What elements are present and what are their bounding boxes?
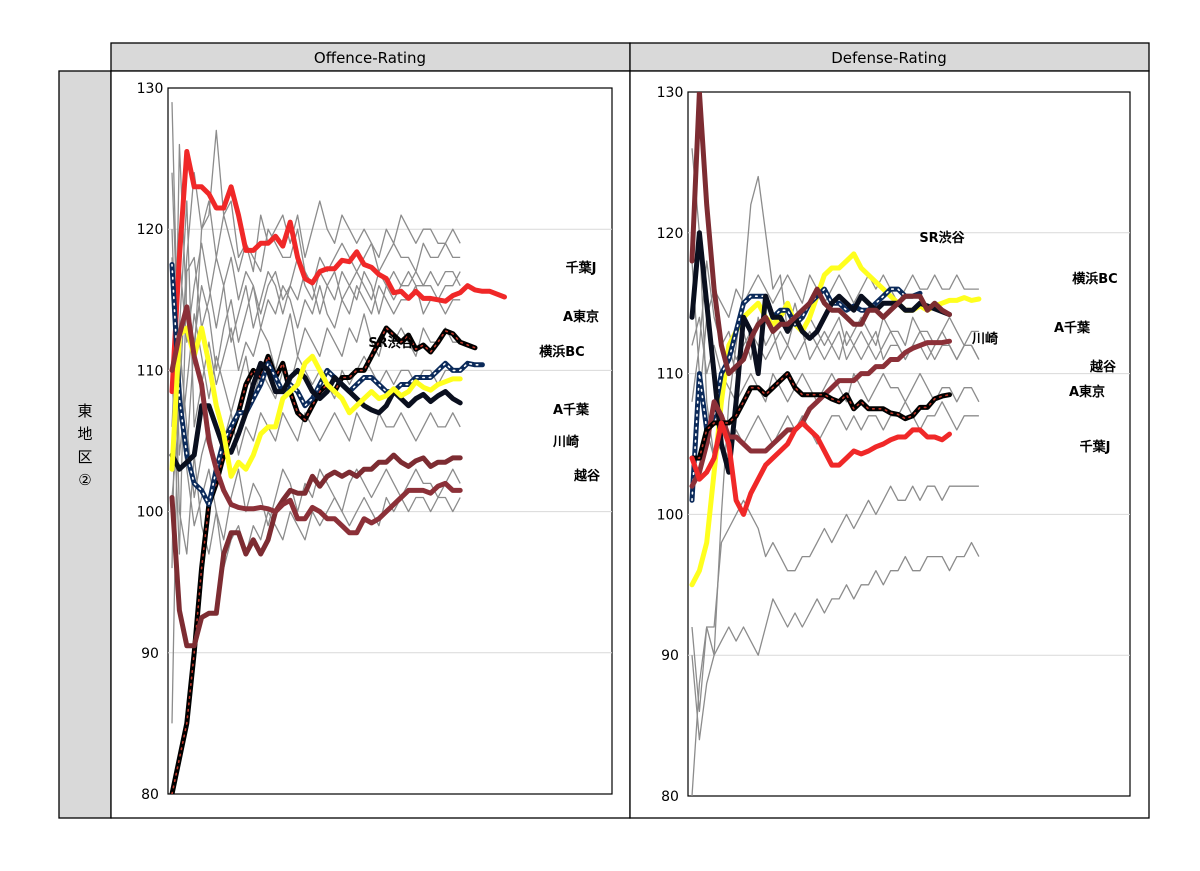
series-dotted-overlay bbox=[691, 287, 921, 502]
series-line bbox=[689, 92, 952, 377]
other-team-line bbox=[171, 242, 461, 427]
row-header-char-2: 地 bbox=[77, 425, 92, 443]
other-team-line bbox=[171, 229, 461, 456]
series-label: 越谷 bbox=[573, 468, 601, 484]
series-label: A東京 bbox=[1069, 384, 1105, 400]
y-tick-label: 130 bbox=[657, 85, 684, 101]
series-label: A千葉 bbox=[553, 402, 590, 418]
series-line bbox=[169, 452, 463, 649]
other-team-line bbox=[691, 316, 980, 403]
other-team-line bbox=[171, 257, 461, 569]
other-team-line bbox=[691, 274, 979, 487]
row-header-char-1: 東 bbox=[77, 402, 92, 420]
series-label: 越谷 bbox=[1089, 359, 1117, 375]
y-tick-label: 120 bbox=[137, 222, 164, 238]
defense-header-cell bbox=[629, 42, 1150, 72]
series-dotted-overlay bbox=[171, 326, 476, 794]
series-group bbox=[169, 102, 507, 794]
series-label: 千葉J bbox=[566, 260, 597, 276]
series-line bbox=[169, 304, 463, 536]
series-group bbox=[689, 92, 982, 796]
y-tick-label: 100 bbox=[137, 505, 164, 521]
series-label: 川崎 bbox=[552, 434, 579, 450]
series-line bbox=[169, 360, 463, 472]
series-label: A千葉 bbox=[1054, 320, 1091, 336]
plot-area bbox=[687, 91, 1131, 797]
offence-header-cell bbox=[110, 42, 631, 72]
y-tick-label: 80 bbox=[141, 787, 159, 803]
series-label: SR渋谷 bbox=[368, 335, 414, 351]
y-tick-label: 80 bbox=[661, 789, 679, 805]
series-line bbox=[689, 338, 952, 489]
row-header-char-4: ② bbox=[78, 471, 91, 489]
y-tick-label: 120 bbox=[657, 226, 684, 242]
row-header-char-3: 区 bbox=[77, 448, 92, 466]
y-tick-label: 100 bbox=[657, 507, 684, 523]
series-label: 横浜BC bbox=[1072, 271, 1117, 287]
defense-header-title: Defense-Rating bbox=[831, 49, 947, 67]
series-line bbox=[169, 149, 507, 395]
y-tick-label: 110 bbox=[137, 363, 164, 379]
other-team-line bbox=[171, 143, 461, 569]
series-dotted-overlay bbox=[691, 372, 951, 459]
series-line bbox=[169, 325, 463, 479]
offence-header-title: Offence-Rating bbox=[314, 49, 426, 67]
series-label: SR渋谷 bbox=[919, 230, 965, 246]
other-team-line bbox=[691, 260, 979, 459]
series-line bbox=[689, 420, 952, 517]
other-team-line bbox=[691, 541, 980, 741]
series-label: A東京 bbox=[563, 309, 599, 325]
series-label: 横浜BC bbox=[539, 344, 584, 360]
y-tick-label: 90 bbox=[141, 646, 159, 662]
y-tick-label: 110 bbox=[657, 367, 684, 383]
y-tick-label: 130 bbox=[137, 81, 164, 97]
series-label: 川崎 bbox=[971, 331, 998, 347]
y-tick-label: 90 bbox=[661, 648, 679, 664]
row-header-cell bbox=[58, 70, 112, 819]
series-label: 千葉J bbox=[1080, 439, 1111, 455]
other-team-line bbox=[171, 102, 461, 400]
